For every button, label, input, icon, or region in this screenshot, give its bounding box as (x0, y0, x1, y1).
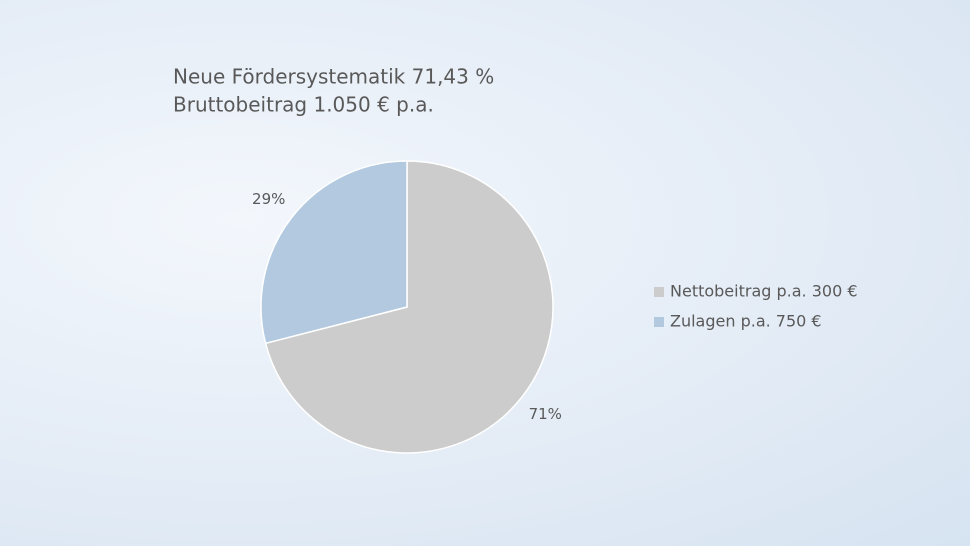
legend-swatch (654, 317, 664, 327)
pie-slice (260, 160, 408, 345)
chart-title: Neue Fördersystematik 71,43 % (173, 65, 494, 89)
legend-label: Zulagen p.a. 750 € (670, 312, 822, 331)
legend-swatch (654, 287, 664, 297)
legend-label: Nettobeitrag p.a. 300 € (670, 282, 858, 301)
data-label: 71% (529, 405, 562, 423)
data-label: 29% (252, 190, 285, 208)
chart-subtitle: Bruttobeitrag 1.050 € p.a. (173, 93, 434, 117)
pie-slice (264, 160, 554, 454)
